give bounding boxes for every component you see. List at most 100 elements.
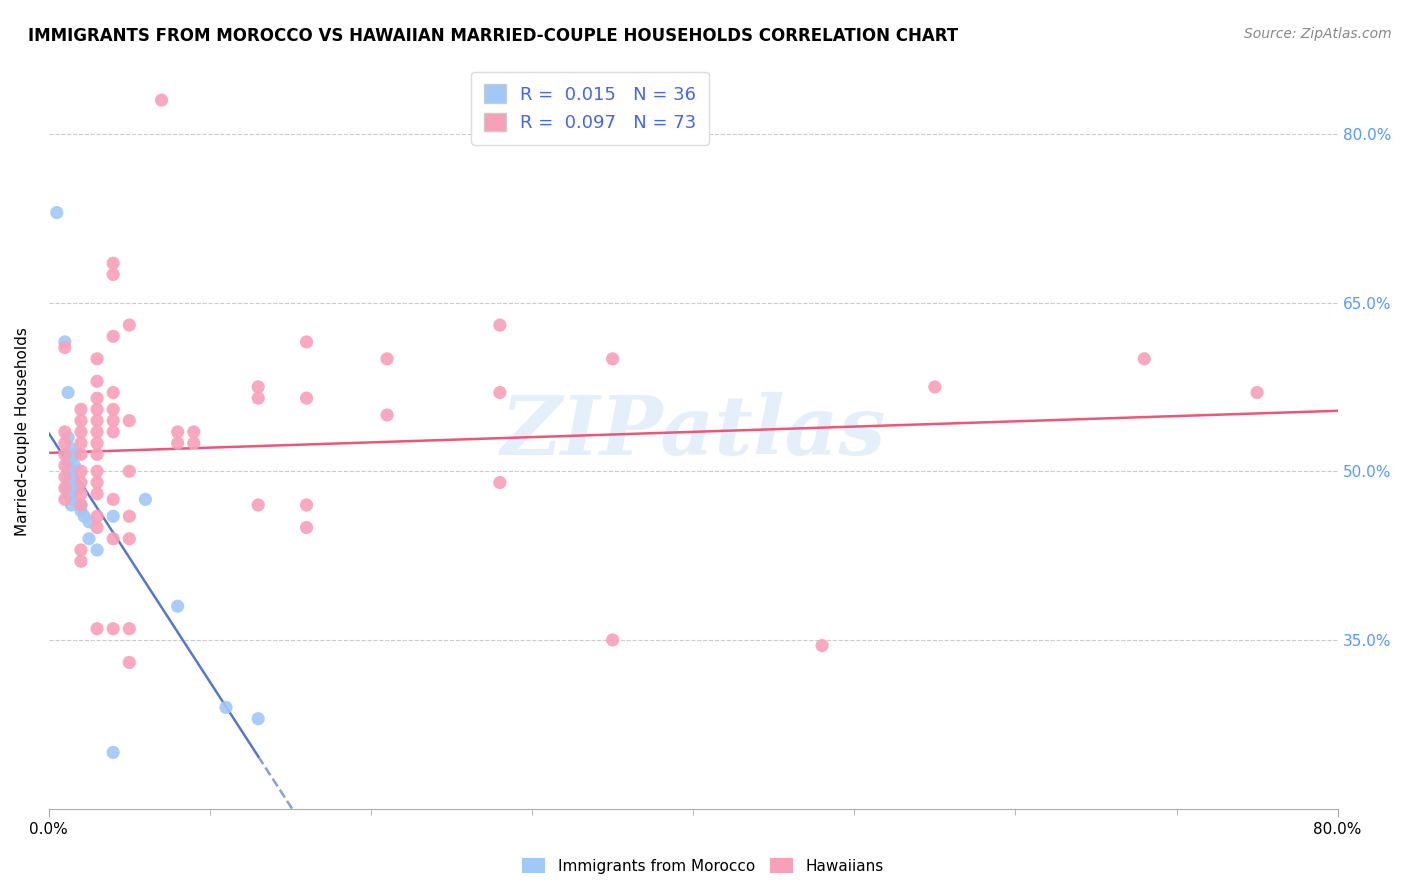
Point — [70, 464, 93, 478]
Point — [215, 700, 238, 714]
Point — [118, 318, 141, 332]
Point — [103, 414, 125, 428]
Point — [60, 475, 83, 490]
Point — [56, 431, 79, 445]
Point — [70, 498, 93, 512]
Point — [60, 470, 83, 484]
Point — [53, 492, 76, 507]
Legend: R =  0.015   N = 36, R =  0.097   N = 73: R = 0.015 N = 36, R = 0.097 N = 73 — [471, 71, 709, 145]
Point — [103, 746, 125, 760]
Point — [602, 632, 624, 647]
Point — [118, 656, 141, 670]
Point — [53, 447, 76, 461]
Point — [56, 475, 79, 490]
Point — [56, 458, 79, 473]
Point — [183, 425, 205, 439]
Point — [489, 475, 512, 490]
Point — [183, 436, 205, 450]
Point — [103, 268, 125, 282]
Point — [86, 351, 108, 366]
Point — [375, 408, 398, 422]
Point — [103, 402, 125, 417]
Point — [53, 436, 76, 450]
Point — [56, 453, 79, 467]
Point — [86, 543, 108, 558]
Legend: Immigrants from Morocco, Hawaiians: Immigrants from Morocco, Hawaiians — [516, 852, 890, 880]
Point — [103, 622, 125, 636]
Y-axis label: Married-couple Households: Married-couple Households — [15, 327, 30, 536]
Point — [53, 334, 76, 349]
Point — [103, 492, 125, 507]
Point — [53, 470, 76, 484]
Point — [56, 470, 79, 484]
Point — [86, 475, 108, 490]
Point — [60, 447, 83, 461]
Point — [86, 509, 108, 524]
Point — [166, 436, 188, 450]
Point — [295, 391, 318, 405]
Text: Source: ZipAtlas.com: Source: ZipAtlas.com — [1244, 27, 1392, 41]
Point — [60, 464, 83, 478]
Point — [70, 414, 93, 428]
Point — [70, 436, 93, 450]
Point — [86, 414, 108, 428]
Point — [489, 385, 512, 400]
Point — [70, 425, 93, 439]
Point — [63, 475, 86, 490]
Point — [602, 351, 624, 366]
Point — [70, 554, 93, 568]
Point — [118, 509, 141, 524]
Point — [86, 622, 108, 636]
Point — [53, 425, 76, 439]
Point — [70, 543, 93, 558]
Point — [60, 442, 83, 456]
Point — [60, 481, 83, 495]
Point — [103, 256, 125, 270]
Point — [118, 532, 141, 546]
Point — [247, 712, 270, 726]
Point — [70, 475, 93, 490]
Point — [118, 464, 141, 478]
Point — [53, 458, 76, 473]
Point — [103, 509, 125, 524]
Point — [45, 205, 67, 219]
Point — [118, 622, 141, 636]
Point — [295, 334, 318, 349]
Point — [924, 380, 946, 394]
Point — [103, 329, 125, 343]
Point — [295, 498, 318, 512]
Point — [73, 509, 96, 524]
Point — [60, 492, 83, 507]
Point — [56, 487, 79, 501]
Point — [70, 487, 93, 501]
Point — [375, 351, 398, 366]
Point — [70, 503, 93, 517]
Point — [166, 599, 188, 614]
Point — [1133, 351, 1156, 366]
Point — [60, 498, 83, 512]
Point — [247, 391, 270, 405]
Point — [86, 520, 108, 534]
Point — [247, 498, 270, 512]
Point — [77, 515, 100, 529]
Point — [166, 425, 188, 439]
Point — [66, 481, 89, 495]
Point — [86, 425, 108, 439]
Point — [295, 520, 318, 534]
Point — [56, 385, 79, 400]
Point — [86, 391, 108, 405]
Point — [150, 93, 173, 107]
Point — [103, 532, 125, 546]
Point — [1246, 385, 1268, 400]
Point — [86, 487, 108, 501]
Point — [60, 487, 83, 501]
Point — [86, 464, 108, 478]
Text: ZIPatlas: ZIPatlas — [501, 392, 886, 472]
Point — [103, 425, 125, 439]
Point — [489, 318, 512, 332]
Point — [103, 385, 125, 400]
Point — [134, 492, 156, 507]
Point — [86, 447, 108, 461]
Point — [63, 447, 86, 461]
Point — [811, 639, 834, 653]
